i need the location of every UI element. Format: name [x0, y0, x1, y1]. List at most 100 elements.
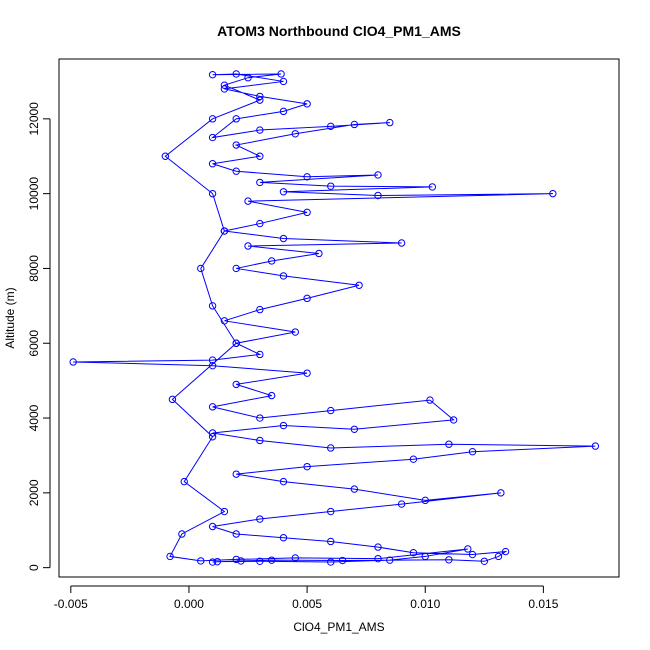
data-point [256, 219, 264, 228]
data-point [279, 477, 288, 486]
data-point [428, 183, 437, 191]
data-point [468, 448, 477, 456]
data-point [494, 552, 503, 561]
data-point [386, 556, 394, 564]
data-point [237, 557, 245, 565]
data-point [279, 107, 288, 116]
data-point [208, 160, 217, 168]
data-point [409, 548, 418, 557]
data-point [220, 227, 229, 235]
y-tick-label: 12000 [27, 102, 41, 136]
data-point [303, 173, 311, 181]
data-point [480, 557, 489, 565]
data-point [350, 425, 359, 433]
data-point [327, 444, 335, 452]
data-point [208, 429, 217, 437]
series-line [73, 73, 596, 563]
data-point [208, 115, 217, 123]
y-tick-label: 8000 [27, 255, 41, 282]
data-point [386, 118, 394, 127]
data-point [232, 470, 240, 478]
chart-title: ATOM3 Northbound ClO4_PM1_AMS [217, 23, 461, 39]
data-point [256, 178, 264, 187]
data-point [591, 442, 600, 450]
data-point [267, 257, 276, 265]
data-point [350, 120, 359, 129]
data-point [464, 545, 472, 553]
data-point [232, 380, 240, 389]
x-tick-label: 0.005 [292, 597, 322, 611]
data-point [279, 534, 288, 542]
data-point [327, 122, 335, 131]
y-tick-label: 2000 [27, 479, 41, 506]
data-point [256, 350, 264, 359]
data-point [303, 100, 311, 108]
data-point [291, 328, 299, 336]
data-point [355, 281, 363, 289]
data-point [256, 557, 264, 565]
data-point [208, 433, 217, 441]
data-point [327, 507, 335, 516]
data-point [232, 530, 240, 538]
data-point [279, 188, 288, 196]
data-point [161, 152, 170, 160]
data-point [208, 522, 217, 531]
data-point [244, 197, 252, 205]
data-point [303, 208, 311, 217]
data-point [220, 81, 229, 89]
y-tick-label: 6000 [27, 330, 41, 357]
data-point [232, 167, 240, 175]
data-point [303, 462, 311, 471]
data-point [256, 436, 264, 445]
data-point [279, 272, 288, 280]
data-point [232, 141, 240, 149]
data-point [338, 556, 347, 565]
y-axis: 0 2000 4000 6000 8000 10000 12000 [27, 102, 51, 571]
data-point [197, 264, 205, 273]
data-point [267, 556, 276, 564]
x-tick-label: 0.010 [410, 597, 440, 611]
data-point [374, 543, 382, 551]
data-point [244, 242, 252, 250]
data-point [267, 391, 276, 400]
data-point [549, 189, 557, 198]
x-tick-label: 0.000 [174, 597, 204, 611]
data-point [277, 70, 285, 78]
data-point [279, 234, 288, 243]
data-point [374, 554, 382, 563]
y-tick-label: 0 [27, 564, 41, 571]
data-point [449, 416, 458, 424]
data-point [256, 92, 264, 101]
data-point [208, 403, 217, 411]
data-point [220, 317, 229, 325]
x-tick-label: -0.005 [54, 597, 88, 611]
data-point [279, 77, 288, 86]
data-point [208, 133, 217, 142]
data-point [256, 96, 264, 104]
data-point [468, 550, 477, 559]
data-point [232, 555, 240, 564]
data-point [168, 395, 177, 404]
data-point [213, 557, 222, 566]
data-point [208, 356, 217, 364]
data-point [327, 406, 335, 415]
data-point [421, 552, 429, 561]
data-point [409, 455, 418, 463]
data-point [327, 182, 335, 190]
data-point [208, 302, 217, 310]
data-point [303, 294, 311, 303]
data-point [501, 547, 510, 556]
data-point [291, 554, 299, 562]
data-point [445, 440, 453, 448]
data-point [244, 74, 252, 82]
data-point [445, 556, 453, 564]
data-point [279, 421, 288, 430]
data-point [232, 264, 240, 273]
y-tick-label: 10000 [27, 177, 41, 211]
data-point [327, 558, 335, 566]
y-axis-label: Altitude (m) [3, 287, 17, 348]
data-point [374, 171, 382, 179]
x-axis: -0.005 0.000 0.005 0.010 0.015 [54, 585, 559, 611]
data-point [178, 530, 186, 538]
